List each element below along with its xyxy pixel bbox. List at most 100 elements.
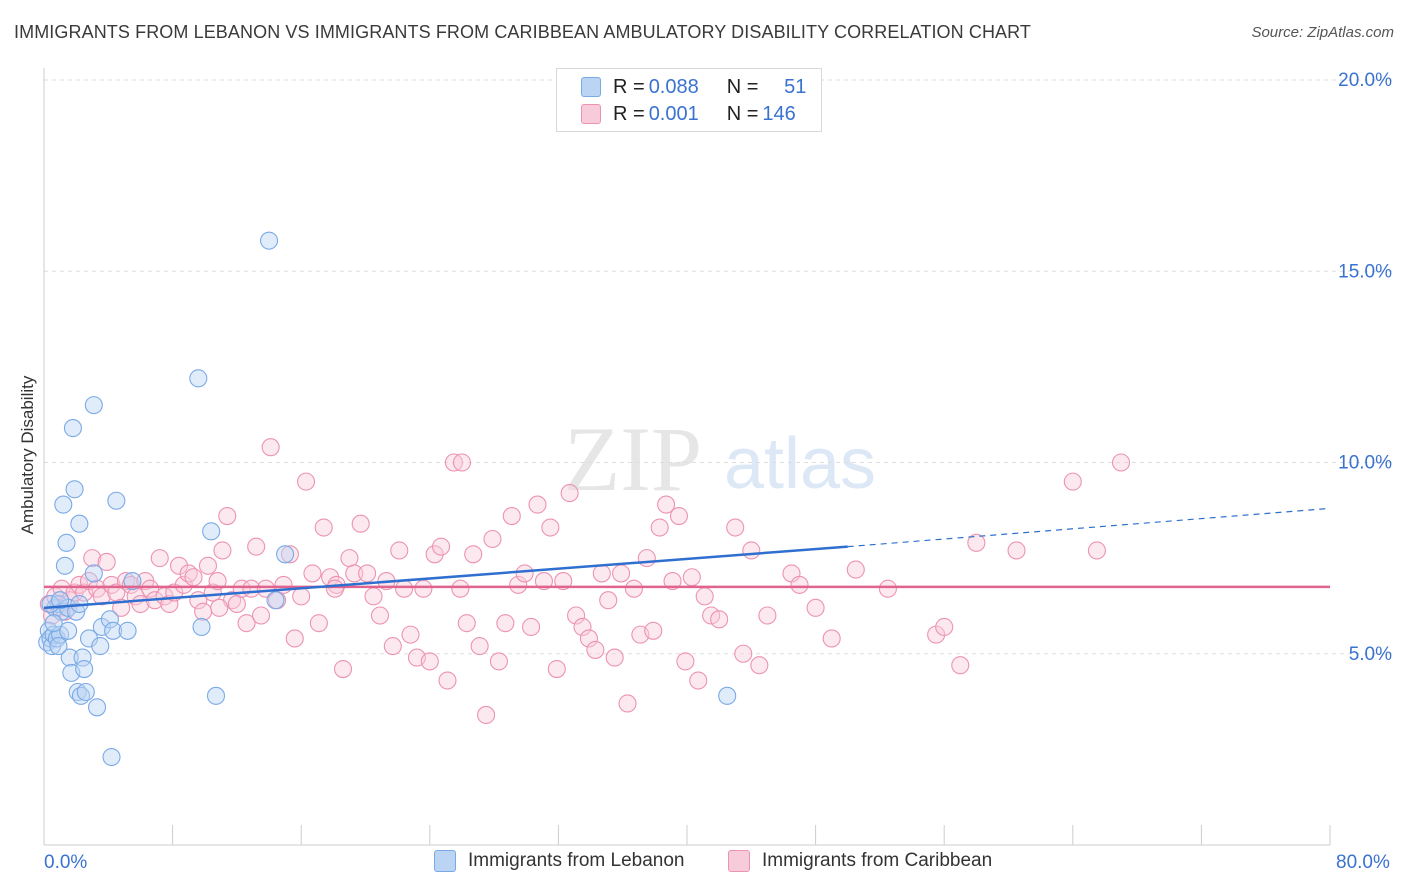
caribbean-point: [502, 506, 521, 526]
n-label: N =: [726, 102, 759, 125]
caribbean-point: [846, 560, 865, 579]
caribbean-point: [554, 572, 573, 591]
caribbean-point: [624, 579, 644, 598]
caribbean-point: [1007, 541, 1026, 560]
lebanon-trend-line: [43, 545, 848, 610]
caribbean-point: [790, 575, 809, 594]
lebanon-point: [63, 419, 82, 438]
caribbean-point: [1063, 472, 1082, 491]
n-value: 146: [762, 102, 796, 125]
legend-item-lebanon[interactable]: Immigrants from Lebanon: [434, 850, 685, 872]
source-label: Source: ZipAtlas.com: [1251, 24, 1394, 41]
legend-item-caribbean[interactable]: Immigrants from Caribbean: [728, 850, 992, 872]
caribbean-point: [742, 541, 761, 560]
lebanon-point: [259, 231, 279, 250]
caribbean-point: [395, 579, 414, 598]
grid-lines: [44, 79, 1396, 655]
lebanon-point: [102, 747, 121, 767]
caribbean-point: [806, 598, 825, 617]
lebanon-point: [202, 522, 221, 541]
lebanon-point: [75, 659, 94, 679]
stats-row-caribbean: R = 0.001 N = 146: [581, 102, 800, 126]
caribbean-point: [358, 564, 377, 583]
n-value: 51: [784, 75, 807, 98]
n-label: N =: [726, 75, 759, 98]
caribbean-point: [726, 518, 745, 537]
zipatlas-watermark: ZIP atlas: [564, 408, 876, 510]
lebanon-point: [70, 514, 89, 533]
lebanon-legend-swatch: [434, 850, 456, 872]
legend-label-caribbean: Immigrants from Caribbean: [762, 850, 993, 871]
axes: [43, 68, 1331, 846]
caribbean-point: [314, 518, 333, 537]
caribbean-point: [420, 652, 439, 671]
caribbean-point: [657, 495, 676, 514]
caribbean-point: [1111, 453, 1131, 472]
lebanon-point: [91, 637, 110, 656]
lebanon-point: [100, 610, 119, 629]
caribbean-point: [261, 438, 280, 457]
caribbean-point: [682, 568, 701, 587]
lebanon-swatch: [581, 77, 601, 97]
caribbean-point: [333, 659, 353, 679]
lebanon-point: [49, 637, 68, 656]
caribbean-point: [184, 568, 203, 587]
lebanon-point: [206, 686, 226, 705]
caribbean-point: [141, 579, 160, 598]
lebanon-point: [84, 564, 103, 583]
lebanon-point: [65, 480, 84, 499]
caribbean-point: [951, 656, 970, 675]
lebanon-point: [84, 396, 103, 415]
trend-lines: [43, 507, 1331, 610]
lebanon-point: [107, 491, 126, 510]
caribbean-point: [198, 556, 218, 575]
y-tick-labels: 5.0% 10.0% 15.0% 20.0%: [1338, 70, 1392, 665]
caribbean-point: [451, 579, 470, 598]
caribbean-point: [586, 640, 605, 659]
r-label: R =: [613, 102, 645, 125]
lebanon-point: [57, 533, 76, 552]
watermark-atlas: atlas: [724, 424, 876, 504]
lebanon-point: [123, 572, 142, 591]
caribbean-point: [452, 453, 472, 472]
watermark-zip: ZIP: [564, 408, 702, 510]
caribbean-point: [1087, 541, 1106, 560]
caribbean-point: [750, 656, 769, 675]
caribbean-point: [710, 610, 729, 629]
r-label: R =: [613, 75, 645, 98]
y-tick-label: 15.0%: [1338, 261, 1392, 282]
r-value: 0.001: [648, 102, 699, 125]
lebanon-point: [59, 621, 78, 640]
caribbean-point: [174, 575, 193, 594]
caribbean-point: [509, 575, 528, 594]
caribbean-point: [383, 637, 402, 656]
caribbean-point: [605, 648, 624, 667]
caribbean-point: [340, 549, 359, 568]
caribbean-point: [878, 579, 897, 598]
caribbean-point: [579, 629, 598, 648]
caribbean-point: [390, 541, 409, 560]
caribbean-point: [237, 614, 256, 633]
caribbean-point: [676, 652, 695, 671]
caribbean-legend-swatch: [728, 850, 750, 872]
caribbean-point: [213, 541, 232, 560]
caribbean-point: [251, 606, 271, 625]
caribbean-point: [522, 617, 541, 637]
caribbean-point: [618, 694, 637, 713]
caribbean-point: [650, 518, 669, 537]
caribbean-point: [935, 617, 954, 637]
caribbean-point: [345, 564, 364, 583]
caribbean-point: [218, 506, 237, 526]
caribbean-point: [325, 579, 345, 598]
stats-legend: R = 0.088 N = 51 R = 0.001 N = 146: [556, 68, 822, 132]
caribbean-point: [296, 472, 316, 491]
caribbean-point: [822, 629, 841, 648]
caribbean-point: [470, 637, 489, 656]
lebanon-point: [192, 617, 211, 637]
lebanon-point: [60, 648, 79, 667]
caribbean-point: [414, 579, 433, 598]
caribbean-point: [210, 598, 229, 617]
r-value: 0.088: [648, 75, 699, 98]
caribbean-point: [496, 614, 515, 633]
